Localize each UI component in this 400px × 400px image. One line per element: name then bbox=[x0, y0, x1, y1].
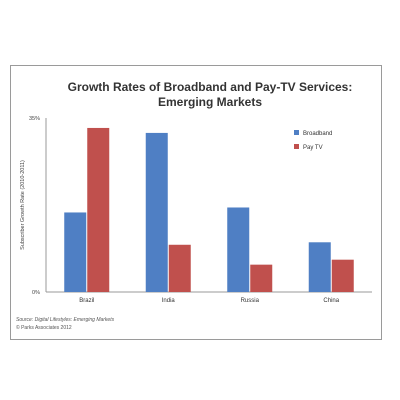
bar-pay-tv-russia bbox=[250, 264, 273, 292]
category-labels: Brazil India Russia China bbox=[79, 298, 340, 304]
legend-label: Broadband bbox=[303, 131, 332, 137]
copyright-note: © Parks Associates 2012 bbox=[16, 325, 72, 331]
legend-swatch bbox=[294, 144, 299, 149]
chart-frame bbox=[10, 65, 382, 340]
legend-swatch bbox=[294, 130, 299, 135]
bars-group bbox=[64, 127, 354, 292]
y-tick-label: 35% bbox=[29, 116, 40, 122]
y-axis-label: Subscriber Growth Rate (2010-2011) bbox=[20, 160, 26, 250]
legend-label: Pay TV bbox=[303, 145, 323, 151]
bar-pay-tv-china bbox=[331, 259, 354, 292]
bar-pay-tv-india bbox=[168, 244, 191, 292]
bar-broadband-brazil bbox=[64, 212, 87, 292]
bar-pay-tv-brazil bbox=[87, 127, 110, 292]
bar-broadband-india bbox=[145, 132, 168, 292]
bar-broadband-russia bbox=[227, 207, 250, 292]
x-tick-label: Russia bbox=[241, 298, 260, 304]
x-tick-label: India bbox=[162, 298, 176, 304]
x-tick-label: Brazil bbox=[79, 298, 94, 304]
legend: Broadband Pay TV bbox=[294, 130, 332, 151]
chart-title: Growth Rates of Broadband and Pay-TV Ser… bbox=[67, 80, 353, 94]
chart-title-line-2: Emerging Markets bbox=[157, 95, 263, 109]
bar-broadband-china bbox=[308, 242, 331, 292]
source-note: Source: Digital Lifestyles: Emerging Mar… bbox=[16, 317, 115, 323]
x-tick-label: China bbox=[323, 298, 339, 304]
y-tick-label: 0% bbox=[32, 290, 40, 296]
